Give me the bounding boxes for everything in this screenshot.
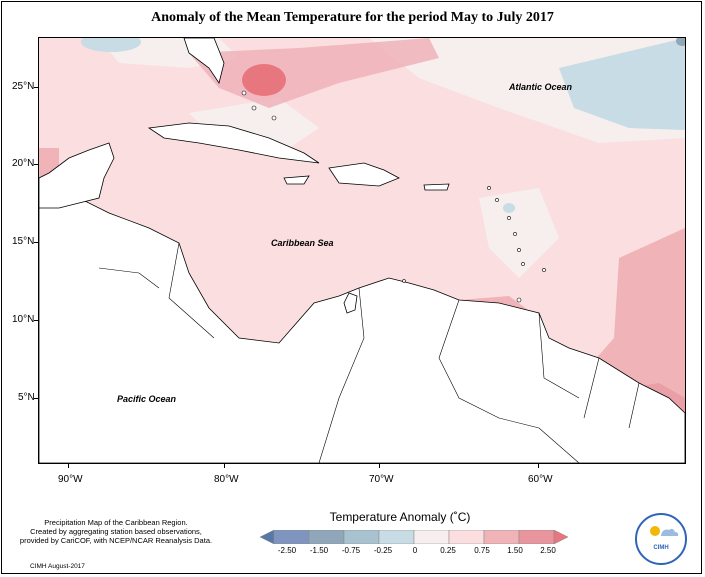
source-note: Precipitation Map of the Caribbean Regio… [16,518,216,545]
lat-label-25n: 25°N [12,81,35,92]
legend-swatch [413,530,450,544]
legend-swatch [273,530,310,544]
source-note-line2: Created by aggregating station based obs… [30,527,202,536]
jamaica-land [283,175,310,185]
neutral-zone-antilles [479,188,559,278]
map-title: Anomaly of the Mean Temperature for the … [151,10,554,25]
abc-island [402,279,406,283]
country-border [538,312,580,399]
lon-tick [538,464,539,468]
lat-tick [34,398,38,399]
lat-tick [34,320,38,321]
lat-label-10n: 10°N [12,314,35,325]
credit-label: CIMH August-2017 [30,563,85,570]
legend-swatch [343,530,380,544]
cloud-icon [661,528,679,536]
hot-spot-bahamas [242,64,286,96]
central-south-america-land [39,197,685,463]
anomaly-map: Atlantic Ocean Caribbean Sea Pacific Oce… [38,37,686,464]
legend-title: Temperature Anomaly (˚C) [329,510,471,524]
trinidad-island [516,297,522,303]
lat-label-15n: 15°N [12,236,35,247]
legend-label: -2.50 [277,546,297,555]
logo-text: CIMH [653,545,669,551]
lon-label-60w: 60°W [528,474,553,485]
source-note-line1: Precipitation Map of the Caribbean Regio… [44,518,188,527]
country-border [438,299,580,463]
sun-cloud-icon [650,526,679,536]
puerto-rico-land [423,183,450,191]
lat-label-5n: 5°N [18,392,35,403]
cool-spot-antilles [503,203,515,213]
country-border [98,267,160,289]
legend-label: 0.75 [474,546,490,555]
legend-label: -1.50 [309,546,329,555]
lon-tick [68,464,69,468]
country-border [318,287,365,463]
legend-label: -0.75 [341,546,361,555]
lesser-antilles-island [507,216,511,220]
legend-swatch [518,530,555,544]
map-canvas: Atlantic Ocean Caribbean Sea Pacific Oce… [39,38,685,463]
lat-tick [34,242,38,243]
legend-swatch [448,530,485,544]
lesser-antilles-island [542,268,546,272]
bahamas-island [241,90,247,96]
legend-label: 2.50 [540,546,556,555]
legend-label: -0.25 [373,546,393,555]
cool-zone-north [81,38,141,52]
legend-swatch [483,530,520,544]
country-border [168,242,215,339]
legend-swatch [553,530,569,544]
country-border [628,382,640,429]
hispaniola-land [328,162,400,187]
legend-label: 0 [412,546,418,555]
bahamas-island [271,115,277,121]
caribbean-sea-label: Caribbean Sea [271,238,334,248]
lon-tick [224,464,225,468]
color-legend [260,530,569,544]
lat-label-20n: 20°N [12,158,35,169]
cuba-land [147,122,320,164]
lon-label-90w: 90°W [58,474,83,485]
legend-label: 0.25 [440,546,456,555]
yucatan-land [39,142,115,209]
lesser-antilles-island [517,248,521,252]
lesser-antilles-island [513,232,517,236]
lon-tick [379,464,380,468]
lat-tick [34,87,38,88]
lat-tick [34,164,38,165]
bahamas-island [251,105,257,111]
lon-label-70w: 70°W [369,474,394,485]
lon-label-80w: 80°W [214,474,239,485]
atlantic-ocean-label: Atlantic Ocean [508,82,573,92]
sun-icon [650,526,660,536]
cool-zone-atlantic [559,38,685,130]
legend-label: 1.50 [507,546,523,555]
pacific-ocean-label: Pacific Ocean [117,394,177,404]
legend-swatch [378,530,415,544]
legend-swatch [308,530,345,544]
cool-spot-corner [676,38,685,46]
florida-land [183,38,225,84]
country-border [583,357,600,419]
cimh-logo: CIMH [635,513,687,565]
lesser-antilles-island [487,186,491,190]
source-note-line3: provided by CariCOF, with NCEP/NCAR Rean… [19,536,213,545]
legend-swatch [260,530,275,544]
lesser-antilles-island [521,262,525,266]
maracaibo-lake [343,292,358,314]
lesser-antilles-island [495,198,499,202]
